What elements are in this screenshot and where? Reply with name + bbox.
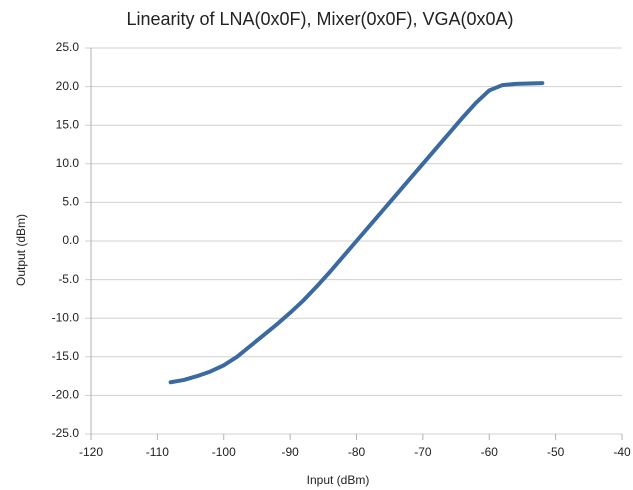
x-tick-label: -100 — [212, 445, 236, 459]
x-axis-label: Input (dBm) — [307, 473, 370, 487]
x-tick-label: -50 — [547, 445, 565, 459]
y-tick-label: -25.0 — [52, 426, 80, 440]
chart-title: Linearity of LNA(0x0F), Mixer(0x0F), VGA… — [126, 9, 513, 29]
x-tick-label: -90 — [281, 445, 299, 459]
y-tick-label: -5.0 — [58, 272, 79, 286]
x-tick-label: -70 — [414, 445, 432, 459]
y-tick-label: 25.0 — [56, 40, 80, 54]
x-tick-label: -80 — [348, 445, 366, 459]
x-tick-label: -40 — [613, 445, 631, 459]
y-tick-label: 15.0 — [56, 117, 80, 131]
x-tick-label: -120 — [79, 445, 103, 459]
y-tick-label: 10.0 — [56, 156, 80, 170]
y-tick-label: 0.0 — [62, 233, 79, 247]
data-line — [168, 81, 545, 385]
y-tick-label: -15.0 — [52, 349, 80, 363]
y-tick-label: -10.0 — [52, 310, 80, 324]
y-tick-label: 5.0 — [62, 195, 79, 209]
x-tick-label: -60 — [481, 445, 499, 459]
y-axis-label: Output (dBm) — [14, 214, 28, 286]
x-tick-label: -110 — [146, 445, 169, 459]
y-tick-label: -20.0 — [52, 388, 80, 402]
y-tick-label: 20.0 — [56, 79, 80, 93]
